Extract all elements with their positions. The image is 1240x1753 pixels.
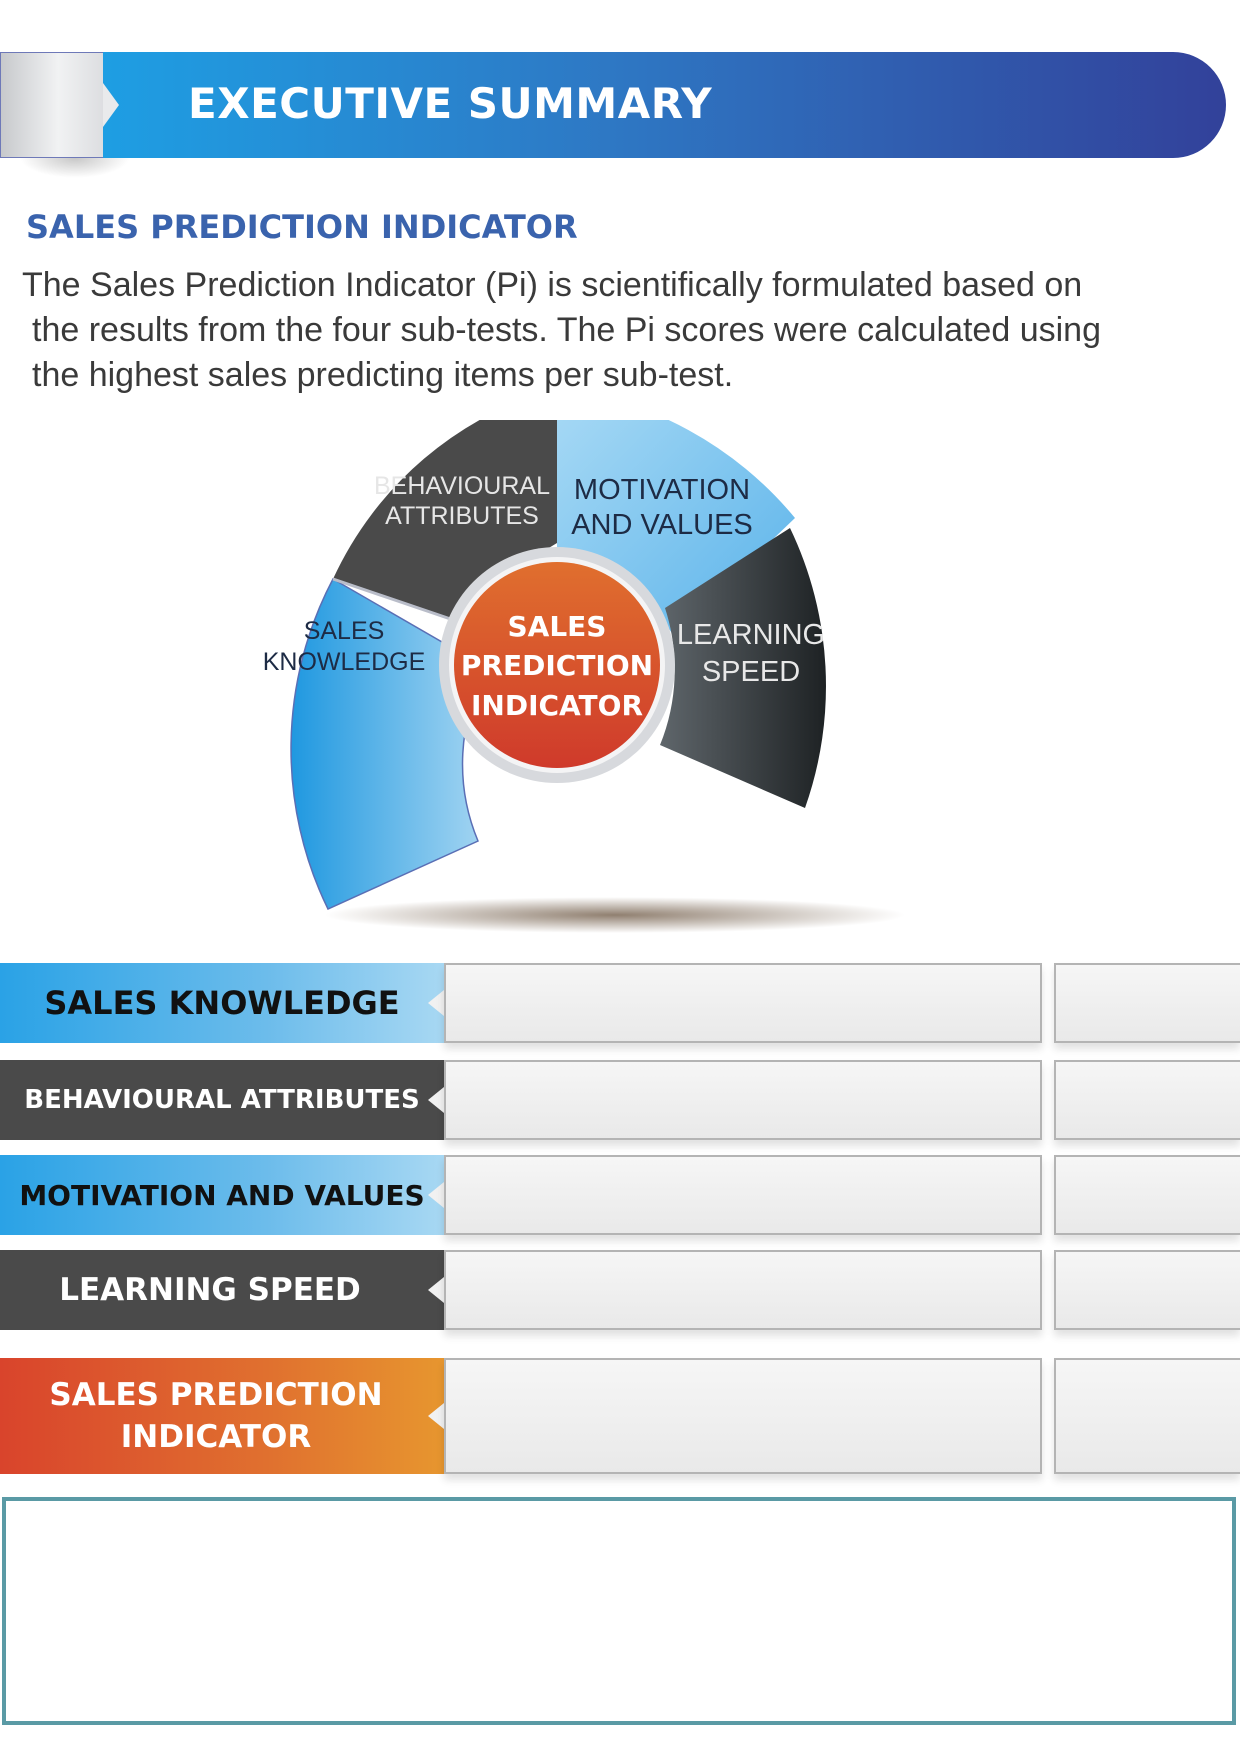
score-cell [444, 1358, 1042, 1474]
score-cell [444, 1060, 1042, 1140]
score-cell-small [1054, 1250, 1240, 1330]
row-arrow-icon [428, 1403, 444, 1429]
segment-label-line: SPEED [702, 656, 800, 688]
row-arrow-icon [428, 1277, 444, 1303]
score-cell-small [1054, 1060, 1240, 1140]
row-label-line: SALES PREDICTION [49, 1377, 383, 1413]
segment-learning-speed [660, 528, 826, 808]
score-cell-small [1054, 1155, 1240, 1235]
diagram-shadow [325, 897, 905, 933]
row-arrow-icon [428, 1182, 444, 1208]
banner-tab [0, 52, 105, 158]
segment-label-line: BEHAVIOURAL [374, 472, 550, 500]
banner-shadow [20, 158, 130, 178]
row-label-sales-knowledge: SALES KNOWLEDGE [0, 963, 444, 1043]
header-banner [103, 52, 1226, 158]
score-cell-small [1054, 1358, 1240, 1474]
comment-box [2, 1497, 1236, 1725]
segment-label-line: SALES [304, 617, 385, 645]
segment-label-line: AND VALUES [571, 509, 753, 541]
score-cell [444, 1250, 1042, 1330]
page-title: EXECUTIVE SUMMARY [188, 79, 713, 128]
score-cell [444, 1155, 1042, 1235]
center-label-line: PREDICTION [461, 649, 653, 682]
intro-paragraph: The Sales Prediction Indicator (Pi) is s… [22, 263, 1202, 398]
segment-label-line: LEARNING [677, 619, 825, 651]
segment-motivation-and-values [557, 420, 795, 635]
intro-line: the results from the four sub-tests. The… [32, 311, 1101, 349]
segment-label-line: ATTRIBUTES [385, 502, 539, 530]
score-cell-small [1054, 963, 1240, 1043]
intro-line: the highest sales predicting items per s… [32, 356, 734, 394]
intro-line: The Sales Prediction Indicator (Pi) is s… [22, 266, 1083, 304]
row-label-learning-speed: LEARNING SPEED [0, 1250, 444, 1330]
row-label-behavioural-attributes: BEHAVIOURAL ATTRIBUTES [0, 1060, 444, 1140]
center-label-line: INDICATOR [471, 689, 643, 722]
row-label-motivation-and-values: MOTIVATION AND VALUES [0, 1155, 444, 1235]
row-label-line: INDICATOR [120, 1419, 312, 1455]
section-heading: SALES PREDICTION INDICATOR [26, 208, 578, 246]
center-label-line: SALES [508, 610, 607, 643]
segment-label-line: KNOWLEDGE [263, 648, 426, 676]
center-disc [454, 562, 660, 768]
row-arrow-icon [428, 1087, 444, 1113]
row-arrow-icon [428, 990, 444, 1016]
score-cell [444, 963, 1042, 1043]
segment-label-line: MOTIVATION [574, 474, 750, 506]
row-label-sales-prediction-indicator: SALES PREDICTION INDICATOR [0, 1358, 444, 1474]
pi-diagram: SALES PREDICTION INDICATOR SALES KNOWLED… [263, 420, 905, 933]
banner-arrow-icon [103, 83, 119, 127]
